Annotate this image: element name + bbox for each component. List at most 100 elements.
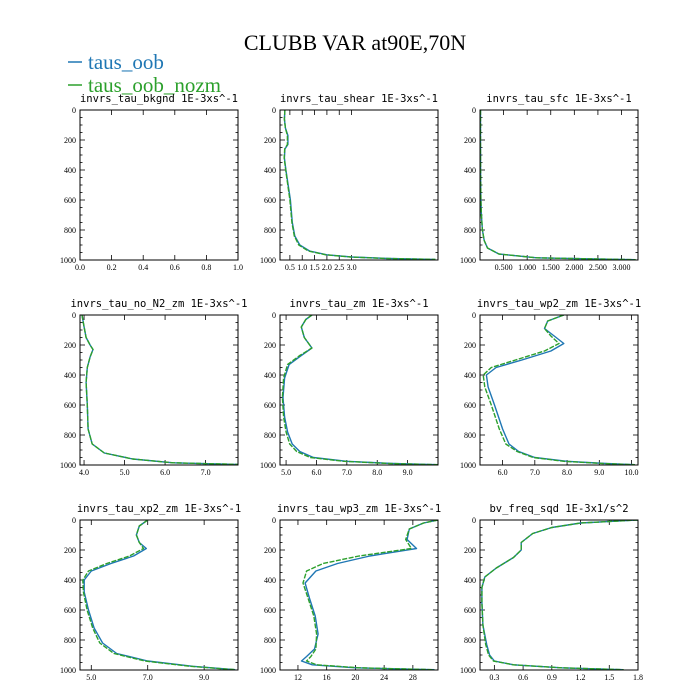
y-tick-label: 800 <box>464 226 476 235</box>
y-tick-label: 0 <box>72 311 76 320</box>
x-tick-label: 7.0 <box>201 468 211 477</box>
x-tick-label: 2.500 <box>589 263 607 272</box>
panel-3: invrs_tau_sfc 1E-3xs^-1 0 200 400 600 800 1000… <box>460 93 639 272</box>
y-tick-label: 1000 <box>460 666 476 675</box>
y-tick-label: 1000 <box>60 256 76 265</box>
series-line-taus-oob-nozm <box>482 315 635 465</box>
y-tick-label: 1000 <box>260 666 276 675</box>
y-tick-label: 800 <box>464 636 476 645</box>
y-tick-label: 400 <box>464 166 476 175</box>
series-line-taus-oob-nozm <box>81 315 238 465</box>
series-line-taus-oob-nozm <box>302 520 438 670</box>
x-tick-label: 8.0 <box>372 468 382 477</box>
series-line-taus-oob-nozm <box>481 520 638 670</box>
panel-frame <box>279 314 439 466</box>
figure-title: CLUBB VAR at90E,70N <box>244 30 466 55</box>
y-tick-label: 0 <box>472 311 476 320</box>
x-tick-label: 0.3 <box>489 673 499 682</box>
x-tick-label: 20 <box>351 673 359 682</box>
x-tick-label: 1.000 <box>518 263 536 272</box>
panel-4: invrs_tau_no_N2_zm 1E-3xs^-10 200 400 600 80… <box>60 298 248 477</box>
y-tick-label: 1000 <box>260 461 276 470</box>
x-tick-label: 0.4 <box>138 263 148 272</box>
x-tick-label: 1.0 <box>297 263 307 272</box>
panel-title: invrs_tau_sfc 1E-3xs^-1 <box>486 93 631 105</box>
y-tick-label: 200 <box>264 136 276 145</box>
y-tick-label: 0 <box>472 516 476 525</box>
y-tick-label: 600 <box>464 606 476 615</box>
x-tick-label: 5.0 <box>120 468 130 477</box>
y-tick-label: 800 <box>264 226 276 235</box>
x-tick-label: 0.0 <box>75 263 85 272</box>
y-tick-label: 1000 <box>60 666 76 675</box>
series-line-taus-oob-nozm <box>82 520 236 670</box>
panel-frame <box>279 519 439 671</box>
legend: taus_oob taus_oob_nozm <box>68 50 221 97</box>
panel-title: invrs_tau_wp2_zm 1E-3xs^-1 <box>477 298 641 310</box>
x-tick-label: 0.6 <box>518 673 528 682</box>
x-tick-label: 6.0 <box>311 468 321 477</box>
y-tick-label: 1000 <box>60 461 76 470</box>
x-tick-label: 8.0 <box>562 468 572 477</box>
series-line-taus-oob <box>480 110 636 260</box>
x-tick-label: 1.5 <box>310 263 320 272</box>
x-tick-label: 5.0 <box>86 673 96 682</box>
y-tick-label: 600 <box>464 196 476 205</box>
y-tick-label: 600 <box>64 196 76 205</box>
y-tick-label: 800 <box>464 431 476 440</box>
series-line-taus-oob <box>81 315 238 465</box>
panel-title: bv_freq_sqd 1E-3x1/s^2 <box>489 503 628 515</box>
series-line-taus-oob <box>83 520 236 670</box>
panel-frame <box>279 109 439 261</box>
x-tick-label: 0.500 <box>495 263 513 272</box>
panel-frame <box>79 519 239 671</box>
y-tick-label: 200 <box>264 341 276 350</box>
x-tick-label: 2.0 <box>322 263 332 272</box>
panels-grid: invrs_tau_bkgnd 1E-3xs^-1020040060080010… <box>60 93 643 682</box>
panel-title: invrs_tau_zm 1E-3xs^-1 <box>289 298 428 310</box>
x-tick-label: 6.0 <box>160 468 170 477</box>
y-tick-label: 400 <box>264 576 276 585</box>
x-tick-label: 7.0 <box>342 468 352 477</box>
series-line-taus-oob <box>485 315 635 465</box>
x-tick-label: 3.000 <box>612 263 630 272</box>
panel-frame <box>79 314 239 466</box>
panel-9: bv_freq_sqd 1E-3x1/s^2 0 200 400 600 800 1000 0… <box>460 503 643 682</box>
series-line-taus-oob-nozm <box>281 315 438 465</box>
y-tick-label: 600 <box>464 401 476 410</box>
x-tick-label: 3.0 <box>347 263 357 272</box>
y-tick-label: 800 <box>264 636 276 645</box>
y-tick-label: 0 <box>472 106 476 115</box>
legend-label-taus-oob: taus_oob <box>88 50 164 74</box>
y-tick-label: 0 <box>72 516 76 525</box>
y-tick-label: 0 <box>272 516 276 525</box>
series-line-taus-oob <box>300 520 438 670</box>
panel-title: invrs_tau_shear 1E-3xs^-1 <box>280 93 438 105</box>
x-tick-label: 0.8 <box>201 263 211 272</box>
y-tick-label: 800 <box>264 431 276 440</box>
panel-frame <box>479 519 639 671</box>
y-tick-label: 600 <box>64 401 76 410</box>
x-tick-label: 10.0 <box>625 468 639 477</box>
x-tick-label: 5.0 <box>281 468 291 477</box>
x-tick-label: 9.0 <box>403 468 413 477</box>
y-tick-label: 400 <box>64 576 76 585</box>
panel-6: invrs_tau_wp2_zm 1E-3xs^-10 200 400 600 800 1… <box>460 298 641 477</box>
x-tick-label: 12 <box>294 673 302 682</box>
panel-7: invrs_tau_xp2_zm 1E-3xs^-10 200 400 600 800 1… <box>60 503 241 682</box>
y-tick-label: 200 <box>64 341 76 350</box>
y-tick-label: 0 <box>272 311 276 320</box>
panel-5: invrs_tau_zm 1E-3xs^-1 0 200 400 600 800 1000 5… <box>260 298 439 477</box>
panel-title: invrs_tau_bkgnd 1E-3xs^-1 <box>80 93 238 105</box>
x-tick-label: 0.2 <box>107 263 117 272</box>
y-tick-label: 0 <box>272 106 276 115</box>
y-tick-label: 800 <box>64 636 76 645</box>
y-tick-label: 200 <box>64 546 76 555</box>
x-tick-label: 7.0 <box>143 673 153 682</box>
panel-8: invrs_tau_wp3_zm 1E-3xs^-10 200 400 600 800 1… <box>260 503 441 682</box>
panel-title: invrs_tau_no_N2_zm 1E-3xs^-1 <box>70 298 247 310</box>
y-tick-label: 0 <box>72 106 76 115</box>
series-line-taus-oob <box>283 110 436 260</box>
y-tick-label: 400 <box>264 371 276 380</box>
series-line-taus-oob <box>282 315 438 465</box>
